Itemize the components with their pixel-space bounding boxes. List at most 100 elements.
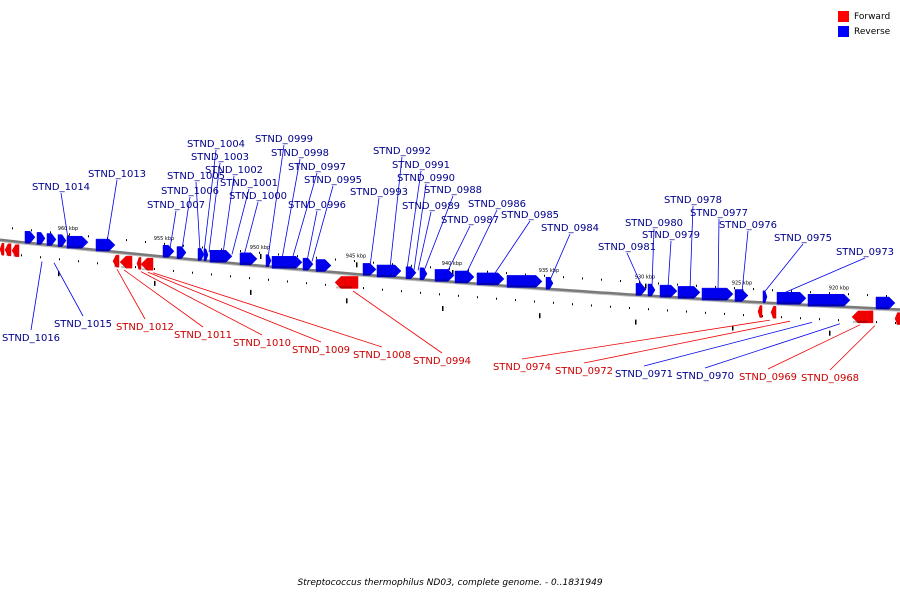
reverse-gene-arrow (734, 289, 749, 302)
forward-gene-arrow-shade (759, 315, 760, 318)
minor-tick-lower (439, 293, 440, 296)
minor-tick-lower (534, 300, 535, 303)
reverse-gene-arrow-shade (178, 256, 182, 259)
reverse-leader-line (306, 210, 318, 262)
reverse-gene-label: STND_0985 (501, 210, 559, 221)
reverse-gene-arrow-shade (304, 268, 308, 271)
legend-reverse: Reverse (838, 24, 890, 39)
minor-tick-upper (658, 282, 659, 285)
reverse-gene-label: STND_0977 (690, 208, 748, 219)
genome-backbone-shadow (0, 241, 900, 312)
minor-tick-lower (686, 310, 687, 313)
reverse-gene-arrow-shade (59, 244, 62, 247)
minor-tick-lower (382, 288, 383, 291)
minor-tick-lower (762, 315, 763, 318)
legend-forward-swatch (838, 11, 849, 22)
reverse-gene-arrow (66, 235, 89, 249)
kbp-label: 930 kbp (635, 275, 655, 281)
reverse-gene-arrow (434, 269, 455, 282)
minor-tick-lower (515, 299, 516, 302)
gene-labels: STND_1014STND_1013STND_1007STND_1006STND… (2, 134, 894, 384)
reverse-gene-arrow-shade (97, 249, 109, 252)
reverse-leader-line (195, 181, 201, 252)
forward-gene-arrow-shade (1, 253, 2, 256)
reverse-leader-line (203, 149, 217, 252)
reverse-leader-line (60, 192, 69, 239)
minor-tick-lower (325, 283, 326, 286)
minor-tick-lower (363, 287, 364, 290)
reverse-gene-arrow (807, 293, 851, 307)
reverse-gene-arrow (776, 292, 807, 305)
reverse-leader-line (181, 196, 191, 250)
forward-gene-arrow (119, 255, 133, 269)
forward-leader-line (147, 271, 322, 343)
reverse-leader-line (222, 175, 235, 254)
reverse-leader-line (779, 257, 866, 295)
minor-tick-lower (154, 268, 155, 270)
major-tick-lower (635, 319, 637, 325)
forward-gene-label: STND_0970 (676, 371, 734, 382)
forward-gene-arrow-shade (121, 266, 126, 269)
reverse-gene-arrow (875, 296, 896, 310)
forward-gene-label: STND_0994 (413, 356, 471, 367)
reverse-gene-arrow (315, 259, 332, 272)
kbp-label: 945 kbp (346, 253, 366, 259)
forward-gene-label: STND_1009 (292, 345, 350, 356)
reverse-leader-line (717, 218, 720, 292)
reverse-gene-arrow-shade (778, 302, 800, 305)
reverse-leader-line (389, 156, 403, 269)
reverse-gene-arrow (647, 283, 656, 297)
reverse-gene-arrow (302, 257, 314, 271)
minor-tick-lower (743, 314, 744, 317)
minor-tick-upper (335, 258, 336, 261)
major-tick-lower (154, 280, 156, 286)
reverse-gene-label: STND_0992 (373, 146, 431, 157)
reverse-gene-arrow (209, 250, 233, 263)
minor-tick-upper (506, 272, 507, 275)
forward-gene-label: STND_1015 (54, 319, 112, 330)
minor-tick-upper (316, 256, 317, 259)
reverse-gene-arrow-shade (378, 274, 395, 277)
minor-tick-lower (724, 312, 725, 315)
reverse-leader-line (208, 162, 221, 253)
major-tick-lower (829, 330, 831, 336)
forward-gene-label: STND_0968 (801, 373, 859, 384)
reverse-gene-arrow (197, 248, 205, 261)
reverse-gene-arrow (419, 267, 428, 281)
minor-tick-lower (78, 260, 79, 263)
reverse-gene-arrow (677, 286, 701, 299)
reverse-gene-arrow-shade (649, 294, 652, 297)
minor-tick-lower (458, 294, 459, 297)
minor-tick-lower (420, 291, 421, 294)
major-tick (452, 270, 454, 275)
major-tick-lower (346, 298, 348, 304)
forward-gene-label: STND_0974 (493, 362, 551, 373)
reverse-gene-arrow (476, 272, 505, 286)
minor-tick-lower (819, 318, 820, 321)
minor-tick-upper (468, 269, 469, 272)
reverse-gene-arrow-shade (199, 258, 201, 261)
minor-tick-lower (838, 319, 839, 322)
minor-tick-lower (192, 271, 193, 274)
minor-tick-lower (781, 316, 782, 319)
minor-tick-upper (810, 291, 811, 294)
minor-tick-upper (620, 280, 621, 282)
minor-tick-upper (582, 277, 583, 280)
forward-leader-line (583, 320, 791, 364)
major-tick-lower (58, 271, 60, 277)
kbp-label: 960 kbp (58, 226, 78, 232)
minor-tick-upper (354, 260, 355, 263)
minor-tick-upper (297, 255, 298, 258)
reverse-gene-arrow (162, 245, 175, 258)
reverse-leader-line (626, 252, 643, 287)
forward-gene-label: STND_1011 (174, 330, 232, 341)
minor-tick-lower (97, 262, 98, 265)
legend-reverse-label: Reverse (854, 26, 891, 37)
forward-leader-line (116, 269, 146, 320)
reverse-gene-label: STND_1013 (88, 169, 146, 180)
minor-tick-upper (487, 270, 488, 273)
minor-tick-lower (667, 309, 668, 312)
reverse-gene-label: STND_0996 (288, 200, 346, 211)
minor-tick-lower (401, 290, 402, 293)
